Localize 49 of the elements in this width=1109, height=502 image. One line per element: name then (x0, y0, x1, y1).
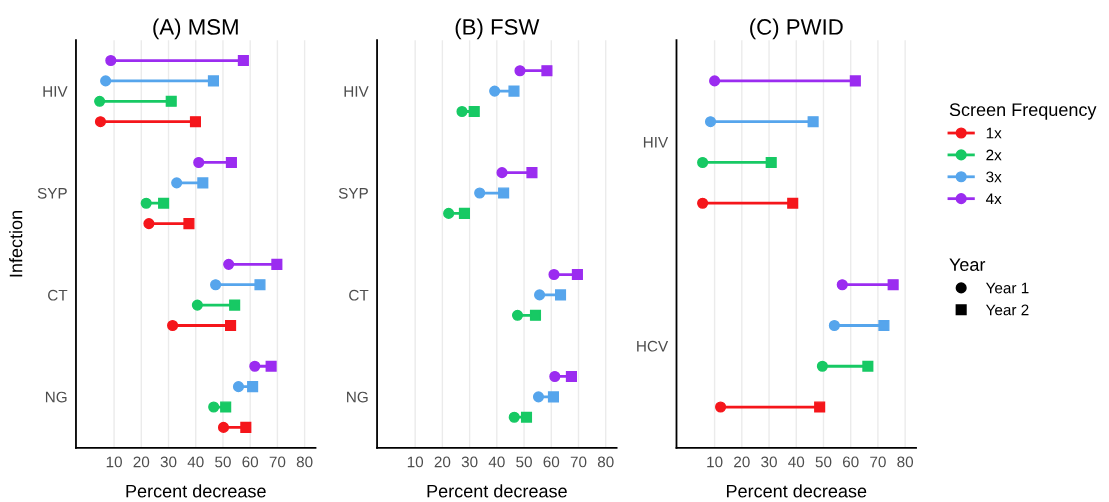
x-tick-label: 10 (106, 456, 122, 468)
y-tick-label: NG (45, 391, 67, 403)
x-tick-label: 70 (570, 456, 587, 468)
x-axis-title: Percent decrease (427, 484, 567, 498)
x-tick-label: 60 (242, 456, 259, 468)
x-tick-label: 10 (707, 456, 723, 468)
x-tick-label: 40 (788, 456, 805, 468)
text: Screen Frequency (949, 103, 1097, 120)
x-tick-label: 50 (516, 456, 532, 468)
y-tick-label: SYP (37, 187, 67, 199)
chart-title: (C) PWID (750, 18, 843, 40)
y-tick-label: SYP (338, 187, 368, 199)
x-tick-label: 50 (215, 456, 231, 468)
x-tick-label: 30 (761, 456, 777, 468)
x-tick-label: 80 (897, 456, 914, 468)
legend-label: Year 1 (985, 282, 1029, 294)
text: Year (949, 258, 986, 271)
chart-title: (A) MSM (153, 18, 238, 40)
x-tick-label: 40 (187, 456, 204, 468)
x-axis-title: Percent decrease (726, 484, 867, 498)
y-tick-label: CT (48, 289, 68, 301)
y-tick-label: HIV (43, 86, 68, 97)
x-tick-label: 70 (269, 456, 286, 468)
x-tick-label: 10 (407, 456, 424, 468)
legend-label: 3x (986, 171, 1002, 183)
y-tick-label: NG (347, 391, 368, 403)
x-tick-label: 60 (842, 456, 859, 468)
x-tick-label: 50 (815, 456, 832, 468)
x-axis-title: Percent decrease (126, 484, 266, 498)
x-tick-label: 80 (296, 456, 313, 468)
y-tick-label: HIV (344, 86, 369, 97)
y-axis-title: Infection (9, 211, 23, 277)
x-tick-label: 80 (597, 456, 614, 468)
y-tick-label: HIV (643, 137, 669, 148)
x-tick-label: 20 (133, 456, 150, 468)
legend-label: 4x (985, 193, 1002, 205)
chart-title: (B) FSW (455, 18, 540, 40)
y-tick-label: CT (349, 289, 369, 301)
x-tick-label: 40 (488, 456, 505, 468)
legend-label: 2x (986, 149, 1002, 161)
x-tick-label: 70 (870, 456, 886, 468)
x-tick-label: 30 (160, 456, 177, 468)
x-tick-label: 20 (734, 456, 750, 468)
y-tick-label: HCV (637, 340, 669, 352)
x-tick-label: 60 (543, 456, 560, 468)
legend-label: 1x (986, 127, 1002, 139)
x-tick-label: 30 (461, 456, 478, 468)
legend-label: Year 2 (985, 304, 1029, 316)
x-tick-label: 20 (434, 456, 451, 468)
